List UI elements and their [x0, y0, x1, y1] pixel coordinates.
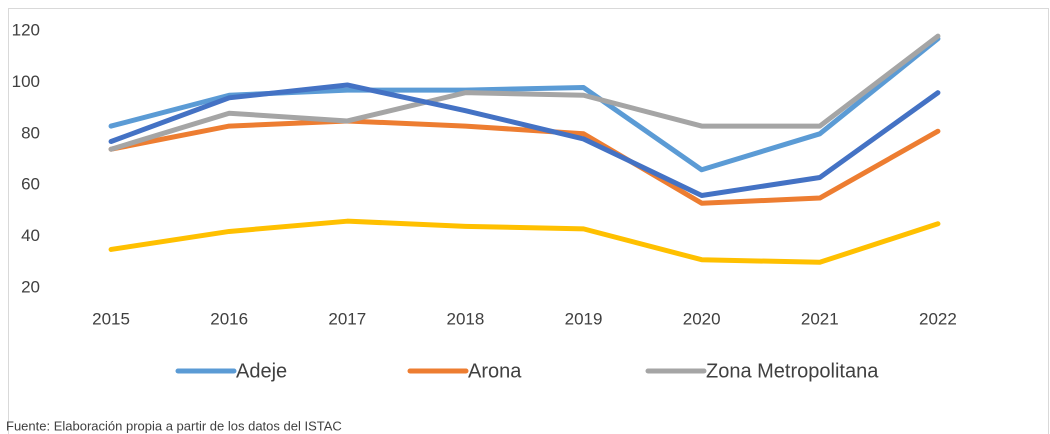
- chart-border: [8, 8, 1049, 434]
- y-tick-label: 80: [21, 123, 40, 142]
- y-tick-label: 40: [21, 226, 40, 245]
- series-line: [108, 33, 941, 152]
- series-line: [108, 82, 941, 198]
- legend-label: Arona: [468, 360, 522, 382]
- x-tick-label: 2018: [447, 309, 485, 328]
- series-line: [108, 218, 941, 265]
- x-tick-label: 2019: [565, 309, 603, 328]
- x-tick-label: 2021: [801, 309, 839, 328]
- x-tick-label: 2017: [328, 309, 366, 328]
- x-tick-label: 2022: [919, 309, 957, 328]
- source-note: Fuente: Elaboración propia a partir de l…: [6, 418, 342, 433]
- legend-label: Zona Metropolitana: [706, 360, 879, 382]
- x-tick-label: 2020: [683, 309, 721, 328]
- y-tick-label: 100: [12, 72, 40, 91]
- x-tick-label: 2016: [210, 309, 248, 328]
- y-tick-label: 120: [12, 20, 40, 39]
- y-tick-label: 20: [21, 277, 40, 296]
- series-line: [108, 36, 941, 173]
- x-tick-label: 2015: [92, 309, 130, 328]
- legend-label: Adeje: [236, 360, 287, 382]
- y-tick-label: 60: [21, 175, 40, 194]
- series-line: [108, 118, 941, 206]
